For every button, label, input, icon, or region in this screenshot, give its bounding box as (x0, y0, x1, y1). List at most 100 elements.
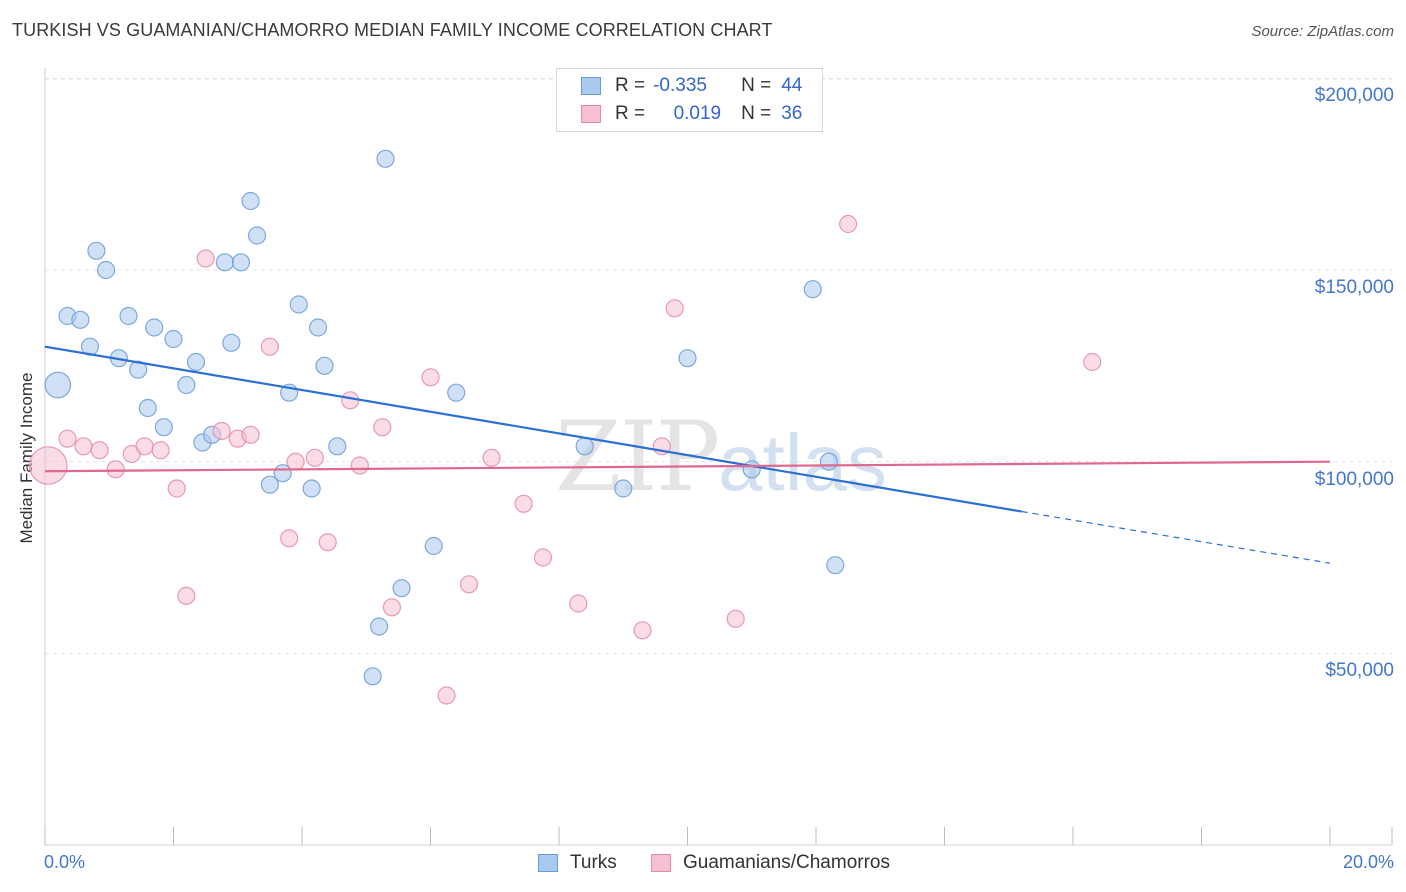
data-point (726, 609, 745, 628)
trend-line-guam (44, 460, 1331, 473)
n-label: N = (741, 103, 772, 124)
guam-legend-label: Guamanians/Chamorros (683, 852, 890, 873)
chart-title: TURKISH VS GUAMANIAN/CHAMORRO MEDIAN FAM… (12, 20, 773, 40)
data-point (289, 295, 308, 314)
data-point (286, 452, 305, 471)
data-point (370, 617, 389, 636)
series-guam (28, 214, 1102, 705)
data-point (678, 349, 697, 368)
data-point (382, 598, 402, 617)
data-point (569, 594, 588, 613)
gridlines (45, 77, 1392, 654)
data-point (424, 536, 443, 556)
data-point (341, 391, 360, 410)
y-tick-label: $200,000 (1314, 85, 1394, 107)
data-point (421, 368, 440, 387)
data-point (90, 441, 109, 460)
data-point (177, 375, 196, 395)
guam-legend-swatch (651, 854, 671, 872)
data-point (575, 437, 594, 456)
data-point (302, 479, 321, 498)
data-point (260, 337, 279, 356)
data-point (186, 352, 206, 372)
data-point (614, 479, 633, 498)
data-point (514, 494, 533, 513)
data-point (231, 253, 251, 272)
data-point (58, 429, 77, 448)
data-point (119, 306, 138, 326)
data-point (28, 446, 68, 485)
y-tick-label: $100,000 (1314, 468, 1394, 490)
r-label: R = (615, 103, 646, 124)
data-point (819, 452, 838, 471)
data-point (482, 448, 501, 467)
r-value: -0.335 (653, 75, 707, 96)
data-point (318, 533, 337, 552)
data-point (315, 356, 334, 375)
x-tick-min: 0.0% (44, 852, 86, 872)
data-point (247, 226, 267, 245)
data-point (167, 479, 186, 498)
data-point (447, 383, 466, 402)
trend-line-extension (1021, 510, 1331, 564)
y-tick-label: $50,000 (1325, 660, 1394, 682)
guam-swatch (581, 105, 601, 123)
n-value: 44 (781, 75, 803, 96)
data-point (376, 149, 395, 168)
data-point (826, 556, 845, 575)
data-point (138, 398, 157, 418)
trend-lines (44, 345, 1331, 564)
series-turks (44, 149, 845, 686)
turks-legend-label: Turks (570, 852, 617, 873)
bottom-legend-turks: Turks (538, 852, 617, 874)
data-point (96, 260, 116, 280)
data-point (129, 360, 148, 379)
data-point (459, 575, 479, 594)
r-label: R = (615, 75, 646, 96)
source-label: Source: ZipAtlas.com (1251, 23, 1394, 40)
y-tick-label: $150,000 (1314, 277, 1394, 298)
legend-row-guam: R = 0.019 N = 36 (581, 101, 802, 127)
data-point (222, 333, 241, 352)
data-point (71, 310, 90, 329)
r-value: 0.019 (673, 103, 722, 124)
data-point (44, 371, 72, 399)
data-point (633, 621, 652, 640)
data-point (241, 425, 260, 444)
data-point (177, 586, 196, 605)
n-label: N = (741, 75, 772, 96)
data-point (280, 529, 299, 548)
turks-swatch (581, 77, 601, 95)
data-point (87, 241, 106, 260)
data-point (363, 667, 382, 686)
data-point (215, 253, 234, 272)
trend-line-turks (44, 345, 1022, 513)
data-point (373, 418, 392, 437)
data-point (665, 299, 684, 318)
data-point (308, 318, 328, 337)
legend-row-turks: R = -0.335 N = 44 (581, 73, 802, 99)
data-point (135, 437, 154, 456)
data-point (1083, 352, 1102, 372)
bottom-legend-guam: Guamanians/Chamorros (651, 852, 890, 874)
data-point (392, 579, 411, 598)
stats-legend: R = -0.335 N = 44 R = 0.019 N = 36 (556, 68, 823, 132)
data-point (260, 475, 279, 494)
data-point (241, 191, 260, 211)
data-point (803, 280, 822, 299)
data-point (533, 548, 553, 567)
data-point (145, 318, 164, 337)
data-point (154, 418, 173, 437)
n-value: 36 (781, 103, 803, 124)
data-point (212, 421, 231, 441)
watermark-atlas: atlas (718, 418, 887, 507)
data-point (350, 456, 369, 475)
data-point (328, 437, 347, 456)
x-tick-max: 20.0% (1342, 852, 1394, 872)
data-point (151, 441, 170, 460)
data-point (839, 214, 858, 234)
data-point (106, 460, 125, 479)
data-points (28, 149, 1102, 705)
data-point (196, 249, 215, 268)
